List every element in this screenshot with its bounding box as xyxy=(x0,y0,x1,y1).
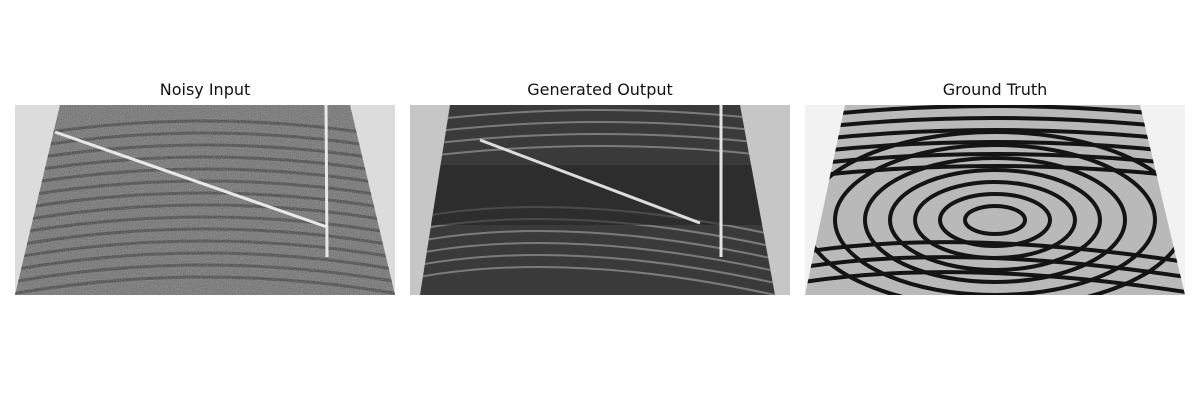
noisy-input-title: Noisy Input xyxy=(159,80,251,99)
generated-output-image xyxy=(410,105,790,295)
ground-truth-title: Ground Truth xyxy=(942,80,1048,99)
noisy-input-image xyxy=(15,105,395,295)
ground-truth-image xyxy=(805,105,1185,295)
generated-output-title: Generated Output xyxy=(527,80,673,99)
